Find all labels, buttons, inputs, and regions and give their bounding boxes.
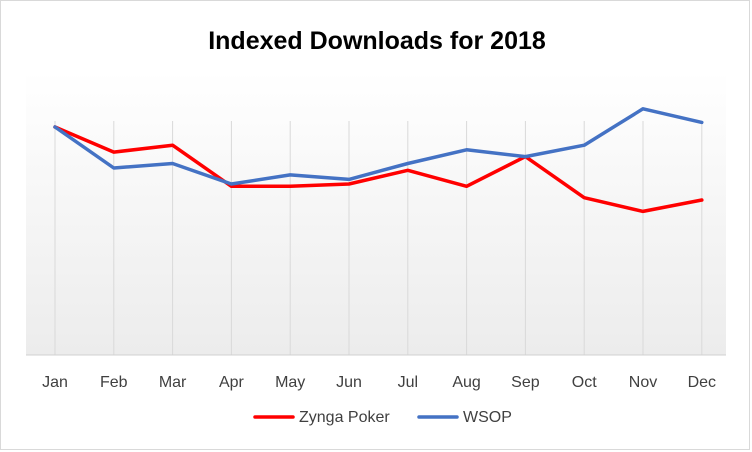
- x-tick-label-nov: Nov: [629, 374, 657, 391]
- x-tick-label-oct: Oct: [572, 374, 597, 391]
- series-layer: [53, 107, 704, 214]
- x-tick-label-jan: Jan: [42, 374, 68, 391]
- x-tick-label-dec: Dec: [688, 374, 716, 391]
- series-line-wsop: [53, 107, 704, 186]
- x-axis-ticks: Jan Feb Mar Apr May Jun Jul Aug Sep Oct Nov Dec: [42, 374, 716, 391]
- x-tick-label-aug: Aug: [452, 374, 480, 391]
- legend-label-zynga-poker: Zynga Poker: [299, 409, 390, 426]
- x-tick-label-apr: Apr: [219, 374, 245, 391]
- x-tick-label-may: May: [275, 374, 305, 391]
- x-tick-label-jun: Jun: [336, 374, 362, 391]
- x-tick-label-mar: Mar: [159, 374, 187, 391]
- plot-area: [26, 71, 726, 355]
- series-line-zynga-poker: [53, 125, 704, 214]
- x-tick-label-feb: Feb: [100, 374, 128, 391]
- chart-title: Indexed Downloads for 2018: [208, 27, 546, 55]
- gridlines: [54, 121, 703, 355]
- x-tick-label-sep: Sep: [511, 374, 540, 391]
- legend-label-wsop: WSOP: [463, 409, 512, 426]
- x-tick-label-jul: Jul: [398, 374, 418, 391]
- legend: Zynga Poker WSOP: [253, 409, 512, 426]
